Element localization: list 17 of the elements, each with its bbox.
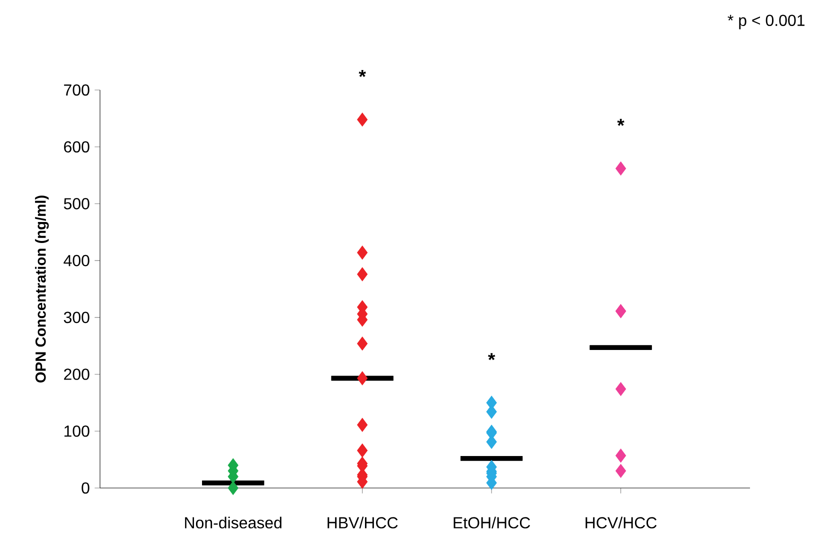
annotation: * bbox=[617, 118, 624, 126]
annotation: * bbox=[488, 353, 496, 360]
x-tick-label: Non-diseased bbox=[185, 516, 282, 528]
text: * p < 0.001 bbox=[728, 14, 804, 30]
y-tick-label: 500 bbox=[64, 198, 90, 210]
x-tick-label: HBV/HCC bbox=[328, 516, 398, 528]
text: * bbox=[358, 70, 366, 77]
y-tick-label: 0 bbox=[82, 482, 90, 494]
y-tick-label: 700 bbox=[64, 84, 90, 96]
y-tick-label: 200 bbox=[64, 368, 90, 380]
y-tick-label: 600 bbox=[64, 141, 90, 153]
x-tick-label: EtOH/HCC bbox=[454, 516, 530, 528]
y-tick-label: 400 bbox=[64, 254, 90, 266]
y-tick-label: 100 bbox=[64, 425, 90, 437]
x-tick-label: HCV/HCC bbox=[586, 516, 657, 528]
y-axis-title: OPN Concentration (ng/ml) bbox=[35, 196, 49, 382]
y-tick-label: 300 bbox=[64, 312, 90, 324]
